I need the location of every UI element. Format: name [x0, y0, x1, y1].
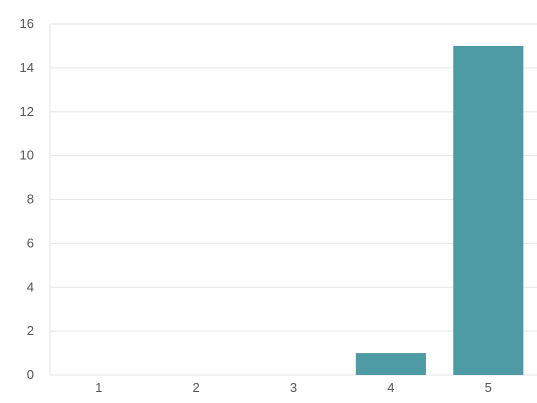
bars — [355, 45, 524, 375]
y-tick-label: 14 — [20, 60, 34, 75]
y-tick-label: 8 — [27, 192, 34, 207]
bar-4 — [355, 353, 426, 375]
x-tick-label: 1 — [95, 380, 102, 395]
x-tick-label: 4 — [387, 380, 394, 395]
x-axis-ticks: 1 2 3 4 5 — [95, 380, 492, 395]
x-tick-label: 3 — [290, 380, 297, 395]
y-tick-label: 10 — [20, 148, 34, 163]
x-tick-label: 2 — [192, 380, 199, 395]
bar-5 — [453, 45, 524, 375]
y-tick-label: 2 — [27, 323, 34, 338]
y-tick-label: 6 — [27, 235, 34, 250]
y-axis-ticks: 0 2 4 6 8 10 12 14 16 — [20, 16, 34, 382]
y-tick-label: 12 — [20, 104, 34, 119]
y-tick-label: 16 — [20, 16, 34, 31]
y-tick-label: 4 — [27, 279, 34, 294]
y-tick-label: 0 — [27, 367, 34, 382]
gridlines — [49, 23, 537, 376]
x-tick-label: 5 — [485, 380, 492, 395]
